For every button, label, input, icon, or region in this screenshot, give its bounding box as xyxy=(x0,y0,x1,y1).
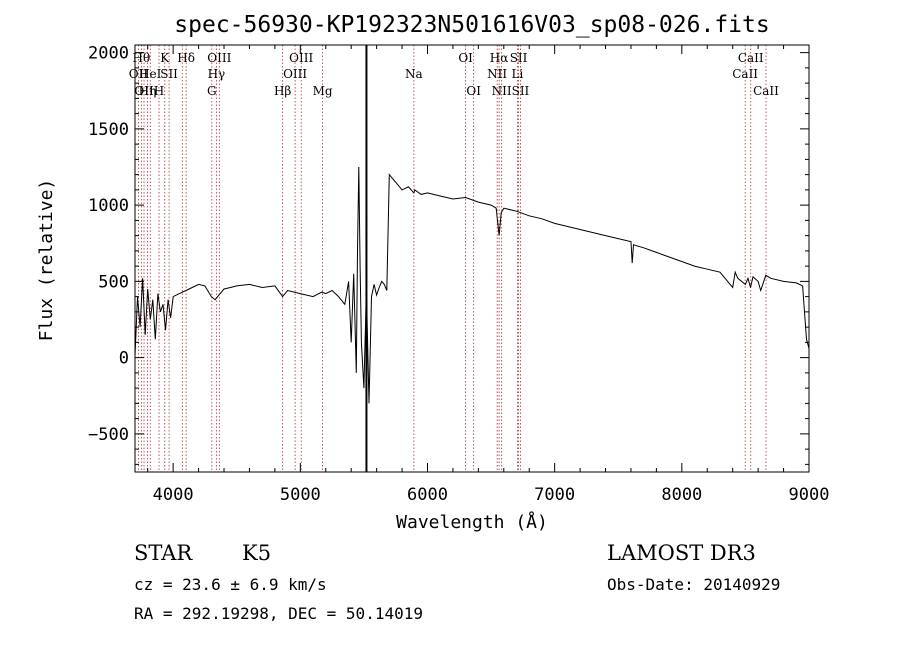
line-marker-label: OIII xyxy=(207,51,231,65)
line-marker-label: Hδ xyxy=(177,51,195,65)
line-marker-label: H xyxy=(154,84,164,98)
object-class: STAR xyxy=(134,541,193,565)
y-tick-label: 1500 xyxy=(88,120,129,140)
line-marker-label: G xyxy=(207,84,217,98)
x-tick-label: 8000 xyxy=(661,485,702,505)
line-marker-label: Na xyxy=(405,67,423,81)
line-marker-label: CaII xyxy=(732,67,758,81)
object-subclass: K5 xyxy=(242,541,271,565)
line-marker-label: OIII xyxy=(283,67,307,81)
line-marker-label: Li xyxy=(511,67,523,81)
line-marker-label: Hγ xyxy=(208,67,226,81)
survey-name: LAMOST DR3 xyxy=(607,541,756,565)
line-marker-label: Hη xyxy=(139,84,157,98)
x-axis-label: Wavelength (Å) xyxy=(396,511,548,533)
plot-frame xyxy=(134,44,810,473)
y-tick-label: −500 xyxy=(88,425,129,445)
line-marker-label: HeI xyxy=(139,67,162,81)
line-marker-label: CaII xyxy=(738,51,764,65)
line-markers xyxy=(138,45,767,472)
x-tick-label: 7000 xyxy=(534,485,575,505)
line-marker-label: K xyxy=(160,51,170,65)
x-tick-label: 9000 xyxy=(789,485,830,505)
line-marker-label: Mg xyxy=(313,84,333,98)
y-axis-label: Flux (relative) xyxy=(36,179,57,342)
line-marker-label: SII xyxy=(512,84,530,98)
line-marker-label: NII xyxy=(492,84,512,98)
line-marker-label: OII xyxy=(134,84,154,98)
y-axis-ticks: −500 0 500 1000 1500 2000 xyxy=(88,44,809,465)
y-tick-label: 500 xyxy=(98,272,129,292)
line-marker-label: Hθ xyxy=(133,51,151,65)
spectrum-line xyxy=(134,166,810,404)
x-tick-label: 4000 xyxy=(153,485,194,505)
line-marker-label: Hα xyxy=(490,51,509,65)
coordinates: RA = 292.19298, DEC = 50.14019 xyxy=(134,604,423,623)
x-axis-ticks: 4000 5000 6000 7000 8000 9000 xyxy=(147,45,830,505)
observation-date: Obs-Date: 20140929 xyxy=(607,575,780,594)
line-marker-label: OII xyxy=(129,67,149,81)
line-marker-label: CaII xyxy=(753,84,779,98)
line-marker-label: SII xyxy=(510,51,528,65)
chart-title: spec-56930-KP192323N501616V03_sp08-026.f… xyxy=(174,12,769,38)
y-tick-label: 1000 xyxy=(88,196,129,216)
line-marker-label: Hβ xyxy=(274,84,291,98)
line-marker-label: OI xyxy=(458,51,473,65)
y-tick-label: 0 xyxy=(119,349,129,369)
x-tick-label: 5000 xyxy=(280,485,321,505)
x-tick-label: 6000 xyxy=(407,485,448,505)
redshift-velocity: cz = 23.6 ± 6.9 km/s xyxy=(134,575,327,594)
line-marker-labels: OIIHθOIIHηHeIHKSIIHδGHγOIIIHβOIIIOIIIMgN… xyxy=(129,51,779,98)
line-marker-label: OIII xyxy=(289,51,313,65)
line-marker-label: NII xyxy=(487,67,507,81)
line-marker-label: SII xyxy=(160,67,178,81)
line-marker-label: OI xyxy=(466,84,481,98)
y-tick-label: 2000 xyxy=(88,44,129,64)
